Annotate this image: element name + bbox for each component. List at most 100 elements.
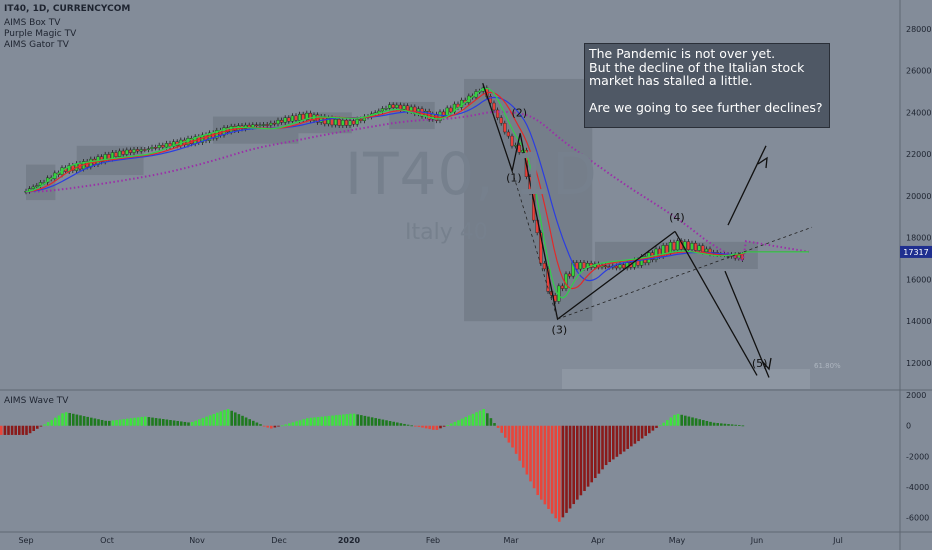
wave-bar (230, 410, 233, 426)
note-line: The Pandemic is not over yet. (589, 46, 776, 61)
wave-bar (684, 415, 687, 426)
wave-bar (187, 422, 190, 426)
bull-arrowhead (757, 156, 768, 169)
wave-bar (190, 421, 194, 426)
time-tick: Oct (100, 536, 114, 545)
wave-bar (558, 425, 561, 522)
wave-bar (421, 425, 424, 428)
time-tick: Feb (426, 536, 440, 545)
candle (341, 119, 345, 126)
wave-bar (165, 419, 169, 426)
wave-bar (241, 415, 244, 426)
oscillator-title[interactable]: AIMS Wave TV (4, 396, 69, 406)
price-tick: 28000 (906, 25, 931, 34)
wave-bar (460, 418, 464, 426)
wave-bar (633, 425, 637, 444)
candle (135, 149, 140, 152)
wave-bar (507, 425, 511, 443)
osc-tick: -4000 (906, 483, 929, 492)
candle (280, 119, 284, 123)
time-tick: 2020 (338, 536, 361, 545)
wave-bar (619, 425, 622, 455)
wave-bar (529, 425, 532, 482)
wave-bar (554, 425, 557, 519)
wave-bar (403, 423, 406, 426)
wave-bar (316, 417, 320, 426)
candle (153, 147, 158, 149)
wave-bar (370, 417, 374, 426)
channel-line (511, 170, 558, 320)
candle (416, 108, 420, 114)
wave-bar (144, 416, 147, 426)
wave-bar (471, 413, 475, 426)
wave-bar (446, 425, 449, 426)
indicator-gator[interactable]: AIMS Gator TV (4, 40, 69, 50)
wave-oscillator (0, 409, 745, 522)
wave-bar (381, 419, 385, 426)
time-tick: Sep (18, 536, 33, 545)
fib-zone (562, 369, 810, 389)
candle (326, 117, 330, 125)
time-tick: Nov (189, 536, 205, 545)
wave-bar (410, 425, 413, 427)
analysis-note[interactable]: The Pandemic is not over yet. But the de… (584, 43, 830, 128)
wave-bar (478, 410, 482, 426)
wave-bar (720, 423, 723, 426)
candle (157, 145, 161, 149)
candle (359, 118, 363, 121)
wave-bar (72, 413, 75, 426)
wave-bar (691, 417, 694, 426)
candle (542, 263, 546, 270)
wave-bar (561, 425, 565, 518)
wave-bar (266, 425, 269, 428)
candle (128, 149, 132, 153)
candle (251, 124, 255, 128)
wave-bar (482, 409, 485, 426)
candle (146, 148, 150, 150)
wave-bar (590, 425, 593, 483)
wave-bar (327, 415, 331, 426)
candle (690, 243, 694, 250)
candle (294, 115, 298, 121)
wave-bar (122, 419, 125, 426)
wave-bar (151, 417, 154, 426)
wave-bar (82, 416, 86, 426)
wave-path (482, 82, 676, 321)
note-line (589, 88, 825, 101)
wave-bar (687, 416, 691, 426)
wave-bar (54, 417, 57, 426)
candle (262, 124, 266, 126)
wave-bar (536, 425, 539, 496)
wave-label: (2) (511, 107, 527, 120)
candle (290, 115, 294, 122)
wave-bar (284, 424, 287, 426)
wave-bar (489, 418, 493, 426)
indicator-purple[interactable]: Purple Magic TV (4, 29, 77, 39)
candle (618, 264, 622, 269)
candle (568, 273, 572, 277)
price-tick: 22000 (906, 150, 931, 159)
wave-bar (673, 414, 676, 426)
wave-bar (738, 425, 741, 426)
candle (247, 124, 251, 128)
wave-bar (237, 414, 241, 426)
wave-bar (212, 414, 215, 426)
wave-bar (158, 418, 161, 426)
wave-bar (320, 416, 323, 426)
wave-bar (273, 425, 277, 428)
candle (582, 262, 586, 269)
wave-bar (694, 418, 698, 426)
bear-arrow (724, 270, 770, 378)
candle (283, 117, 287, 123)
price-tick: 12000 (906, 359, 931, 368)
axes: 1200014000160001800020000220002400026000… (18, 25, 932, 545)
candle (614, 265, 618, 269)
candle (117, 150, 122, 157)
candle (150, 147, 154, 149)
wave-bar (601, 425, 604, 470)
wave-bar (169, 420, 172, 426)
indicator-box[interactable]: AIMS Box TV (4, 18, 61, 28)
wave-bar (385, 420, 388, 426)
candle (586, 263, 590, 269)
wave-bar (378, 418, 381, 426)
